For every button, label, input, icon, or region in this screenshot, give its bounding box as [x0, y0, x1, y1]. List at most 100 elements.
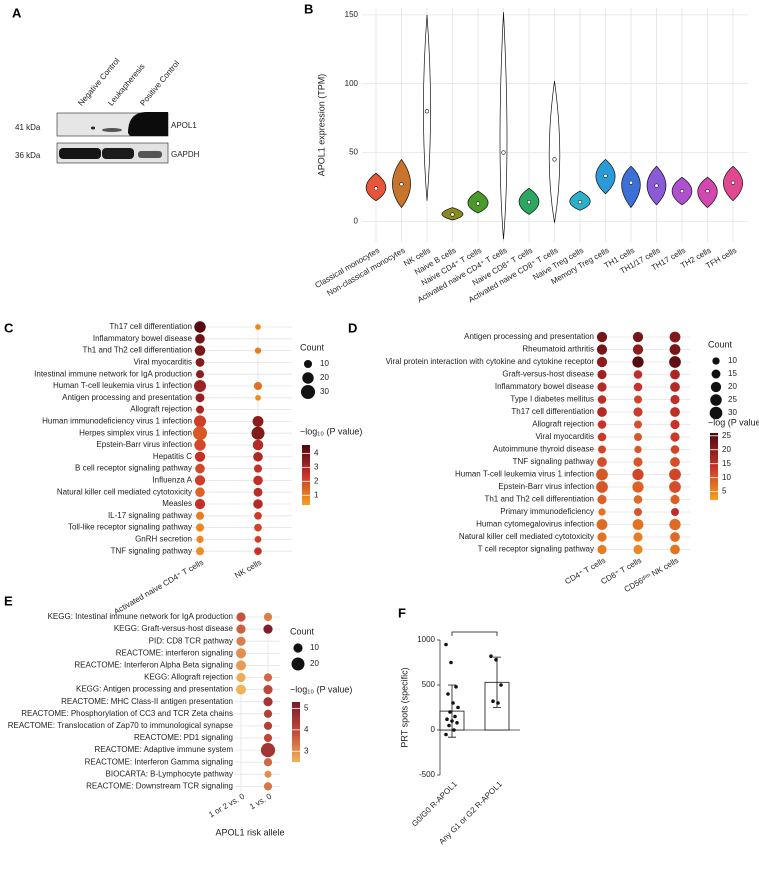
dot — [670, 369, 680, 380]
median — [679, 188, 685, 194]
point — [445, 717, 449, 721]
legend-dot — [712, 357, 720, 365]
point — [444, 642, 448, 647]
dot — [632, 344, 644, 355]
row-label: Intestinal immune network for IgA produc… — [34, 369, 192, 378]
row-label: Inflammatory bowel disease — [93, 334, 193, 343]
dot — [236, 672, 246, 683]
dot — [252, 415, 264, 427]
dot — [254, 347, 262, 354]
column-label: NK cells — [233, 558, 263, 580]
dot — [632, 356, 644, 368]
dot — [236, 636, 246, 646]
point — [447, 723, 451, 728]
band-size: 41 kDa — [15, 123, 41, 132]
legend-title: −log₁₀ (P value) — [290, 684, 352, 694]
row-label: Natural killer cell mediated cytotoxicit… — [57, 487, 192, 496]
column-label: Activated naive CD4⁺ T cells — [112, 558, 205, 617]
legend-dot — [293, 643, 303, 653]
dot — [633, 382, 643, 392]
row-label: Antigen processing and presentation — [62, 393, 192, 402]
dot — [263, 782, 273, 791]
point — [499, 683, 503, 687]
dot — [669, 344, 681, 355]
dot — [194, 321, 206, 333]
point — [456, 705, 460, 710]
dot — [597, 407, 607, 417]
dot — [597, 544, 607, 555]
dot — [195, 463, 205, 474]
dot — [596, 468, 608, 481]
row-label: Th17 cell differentiation — [109, 322, 192, 331]
point — [450, 719, 454, 723]
legend-label: 25 — [728, 395, 737, 404]
dot — [195, 334, 205, 344]
dot — [669, 518, 681, 531]
blot-band — [91, 126, 95, 130]
column-label: 1 or 2 vs. 0 — [207, 791, 246, 819]
dot — [193, 379, 207, 393]
color-tick-label: 4 — [304, 725, 309, 734]
dot — [597, 457, 607, 467]
legend-label: 10 — [320, 359, 329, 368]
dot — [670, 419, 680, 430]
median — [577, 199, 583, 205]
dot — [632, 481, 644, 493]
point — [449, 660, 453, 665]
dot — [195, 357, 205, 367]
dot — [634, 433, 642, 441]
panel-label: E — [4, 593, 13, 608]
legend-label: 10 — [310, 643, 319, 652]
legend-dot — [710, 381, 722, 393]
row-label: KEGG: Allograft rejection — [144, 673, 233, 682]
dot — [670, 394, 680, 405]
median — [654, 183, 659, 188]
dot — [633, 370, 643, 379]
color-tick-label: 10 — [722, 473, 731, 482]
band-size: 36 kDa — [15, 151, 41, 160]
row-label: Autoimmune thyroid disease — [493, 445, 594, 454]
legend-label: 10 — [728, 356, 737, 365]
y-tick-label: 100 — [345, 79, 359, 88]
row-label: REACTOME: Translocation of Zap70 to immu… — [8, 721, 234, 730]
dot — [253, 487, 263, 497]
legend-label: 20 — [728, 382, 737, 391]
row-label: Viral myocarditis — [133, 358, 192, 367]
legend-title: Count — [300, 342, 325, 352]
dot — [193, 415, 207, 428]
dot — [235, 684, 247, 695]
blot-band — [102, 128, 122, 132]
significance-bracket — [451, 631, 498, 636]
legend-dot — [711, 369, 721, 379]
point — [451, 701, 455, 705]
color-tick-label: 20 — [722, 445, 731, 454]
dot — [633, 457, 643, 467]
row-label: Type I diabetes mellitus — [510, 395, 594, 404]
dot — [669, 468, 681, 481]
dot — [596, 519, 608, 530]
dot — [596, 481, 608, 493]
color-tick-label: 4 — [314, 448, 319, 457]
point — [446, 692, 450, 696]
legend-label: 20 — [320, 373, 329, 382]
y-tick-label: 50 — [349, 148, 358, 157]
row-label: Human cytomegalovirus infection — [476, 520, 594, 529]
dot — [263, 709, 273, 718]
row-label: Herpes simplex virus 1 infection — [79, 428, 192, 437]
y-tick-label: 0 — [431, 725, 436, 734]
row-label: Epstein-Barr virus infection — [498, 482, 594, 491]
color-bar — [710, 433, 718, 500]
row-label: REACTOME: PD1 signaling — [134, 733, 233, 742]
dot — [253, 499, 263, 509]
median — [526, 199, 532, 205]
median — [705, 188, 710, 194]
dot — [263, 685, 273, 695]
dot — [597, 420, 607, 429]
legend-label: 30 — [728, 408, 737, 417]
row-label: Graft-versus-host disease — [502, 370, 594, 379]
legend-title: Count — [708, 339, 733, 349]
row-label: Primary immunodeficiency — [500, 507, 594, 516]
row-label: Allograft rejection — [532, 420, 594, 429]
dot — [597, 395, 607, 404]
dot — [254, 536, 262, 543]
